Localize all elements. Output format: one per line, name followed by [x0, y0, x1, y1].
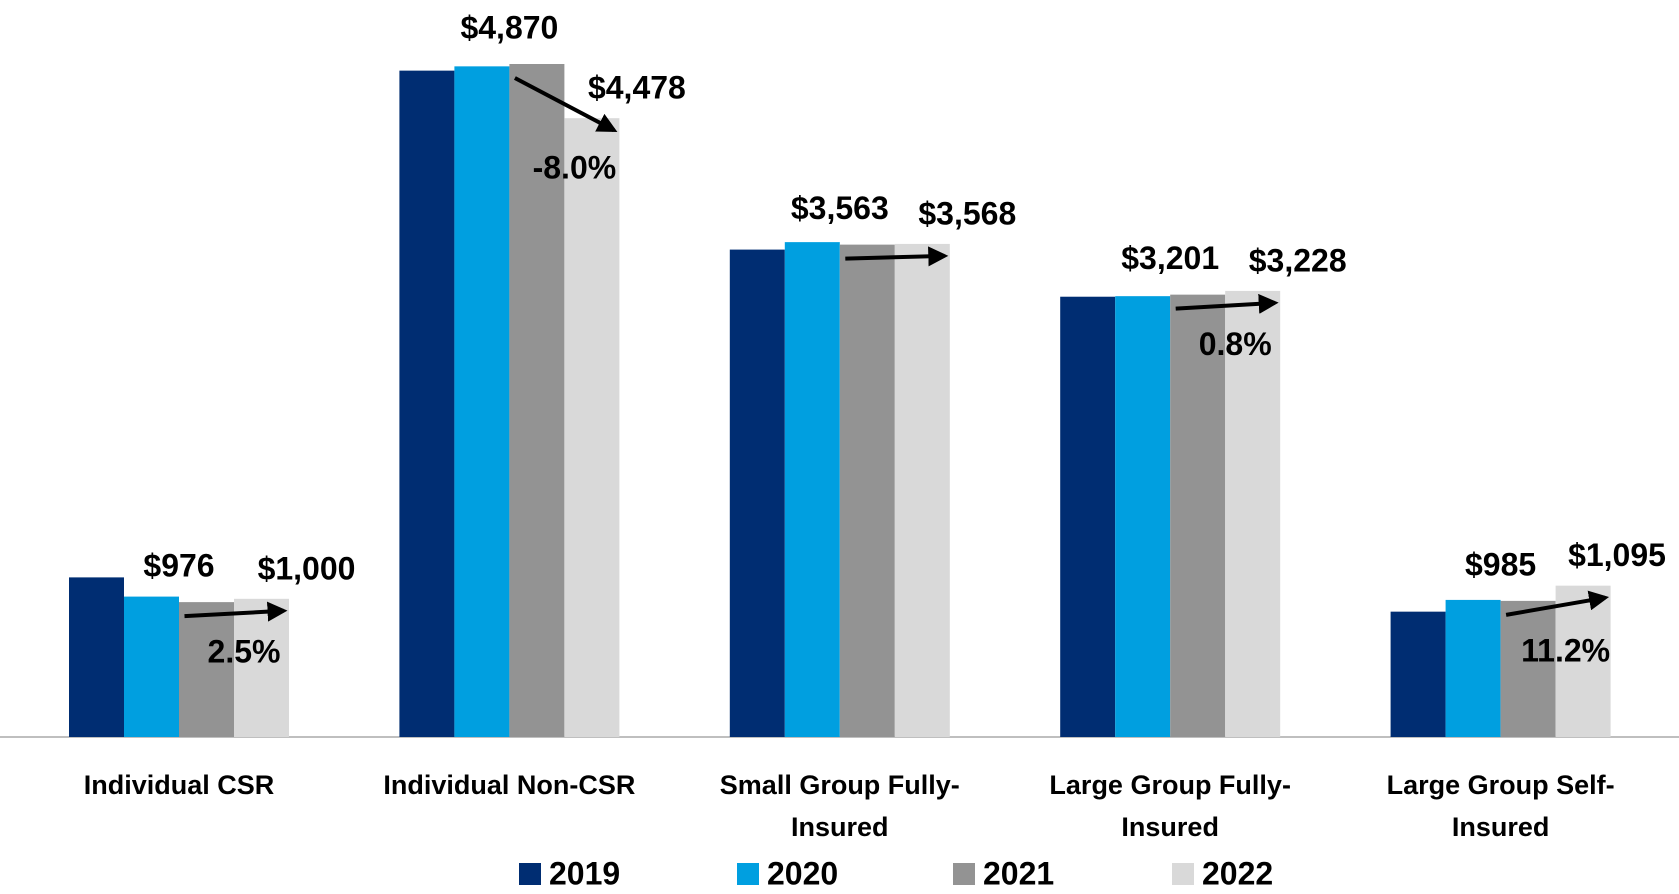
legend-label: 2019 — [549, 855, 620, 891]
value-label: $976 — [143, 548, 214, 584]
x-tick-label: Large Group Self-Insured — [1386, 770, 1615, 842]
change-arrow — [184, 601, 288, 622]
legend-swatch — [737, 863, 759, 885]
legend-swatch — [519, 863, 541, 885]
bar — [894, 243, 950, 737]
change-arrow — [513, 76, 618, 133]
value-label: $1,000 — [258, 550, 356, 586]
value-label: $3,228 — [1249, 242, 1347, 278]
value-label: $3,568 — [918, 195, 1016, 231]
change-arrow — [1505, 590, 1610, 617]
bar — [124, 596, 179, 737]
bar — [1445, 599, 1501, 737]
x-tick-label: Large Group Fully-Insured — [1049, 770, 1291, 842]
change-label: 0.8% — [1199, 326, 1272, 362]
bar — [784, 242, 840, 737]
change-arrow — [845, 246, 949, 267]
bar — [729, 249, 785, 737]
legend-swatch — [953, 863, 975, 885]
value-label: $985 — [1465, 546, 1536, 582]
bar — [839, 244, 895, 737]
value-label: $4,870 — [460, 9, 558, 45]
bar — [1555, 585, 1611, 737]
bar — [1170, 294, 1226, 737]
bar — [69, 577, 124, 737]
legend-label: 2020 — [767, 855, 838, 891]
bar — [564, 118, 620, 738]
bar — [179, 602, 234, 737]
value-label: $1,095 — [1568, 537, 1666, 573]
change-label: 2.5% — [208, 634, 281, 670]
x-tick-label: Individual CSR — [83, 770, 275, 800]
value-label: $3,201 — [1121, 240, 1219, 276]
legend-label: 2022 — [1202, 855, 1273, 891]
change-label: 11.2% — [1521, 632, 1610, 668]
value-label: $4,478 — [588, 70, 686, 106]
change-arrow — [1175, 293, 1279, 314]
bar — [234, 598, 289, 737]
x-tick-label: Individual Non-CSR — [383, 770, 636, 800]
bar — [1390, 611, 1446, 737]
bar — [1115, 296, 1171, 737]
change-label: -8.0% — [533, 150, 617, 186]
legend-label: 2021 — [983, 855, 1054, 891]
bar — [1225, 290, 1281, 737]
bar — [454, 66, 510, 737]
x-tick-label: Small Group Fully-Insured — [719, 770, 960, 842]
bar — [1500, 600, 1556, 737]
bar — [509, 64, 565, 737]
bar — [399, 70, 455, 738]
bar — [1060, 296, 1116, 737]
legend-swatch — [1172, 863, 1194, 885]
value-label: $3,563 — [791, 190, 889, 226]
